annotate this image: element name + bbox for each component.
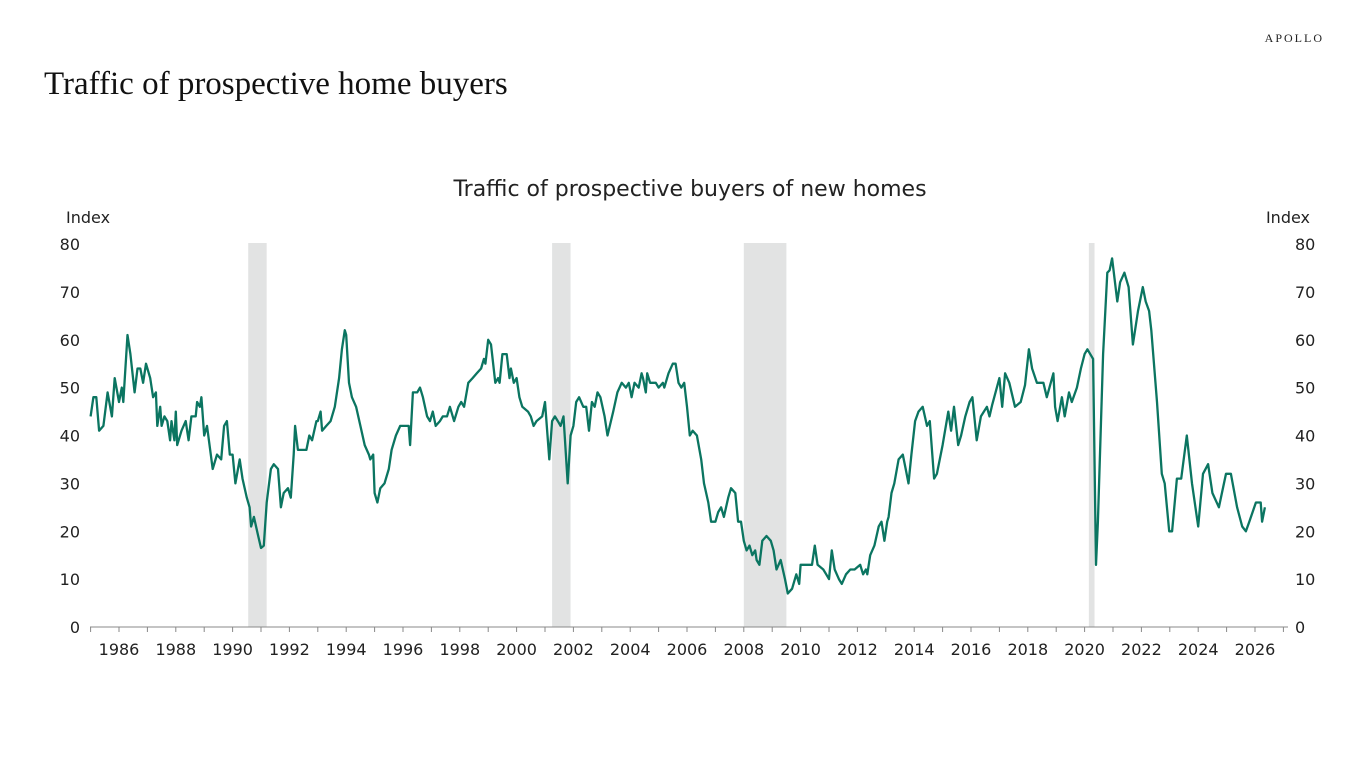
recession-shading: [248, 243, 1095, 627]
x-tick-label: 2016: [951, 640, 992, 659]
x-tick-label: 1998: [439, 640, 480, 659]
x-ticks: 1986 1988 1990 1992 1994 1996 1998 2000 2002 2004…: [90, 627, 1284, 659]
y-tick-label-right: 10: [1295, 570, 1315, 589]
y-tick-label-right: 50: [1295, 379, 1315, 398]
apollo-logo: APOLLO: [1264, 31, 1324, 45]
x-tick-label: 1986: [99, 640, 140, 659]
series-line: [89, 257, 1267, 595]
y-tick-label-left: 80: [60, 235, 80, 254]
x-tick-label: 2002: [553, 640, 594, 659]
x-tick-label: 2024: [1178, 640, 1219, 659]
y-tick-label-left: 0: [70, 618, 80, 637]
x-tick-label: 2008: [723, 640, 764, 659]
x-tick-label: 2020: [1064, 640, 1105, 659]
x-tick-label: 2018: [1007, 640, 1048, 659]
y-tick-label-right: 20: [1295, 522, 1315, 541]
y-tick-label-right: 30: [1295, 474, 1315, 493]
page-title: Traffic of prospective home buyers: [44, 66, 508, 102]
x-tick-label: 2004: [610, 640, 651, 659]
x-tick-label: 2000: [496, 640, 537, 659]
y-tick-label-left: 60: [60, 331, 80, 350]
x-tick-label: 1994: [326, 640, 367, 659]
recession-band: [248, 243, 267, 627]
x-tick-label: 2010: [780, 640, 821, 659]
x-tick-label: 2006: [667, 640, 708, 659]
y-tick-label-right: 70: [1295, 283, 1315, 302]
x-tick-label: 2022: [1121, 640, 1162, 659]
x-tick-label: 2014: [894, 640, 935, 659]
y-tick-label-right: 40: [1295, 427, 1315, 446]
recession-band: [1088, 243, 1095, 627]
chart-title: Traffic of prospective buyers of new hom…: [452, 177, 926, 202]
y-tick-label-right: 0: [1295, 618, 1305, 637]
y-axis-label-left: Index: [66, 208, 110, 227]
y-tick-label-left: 10: [60, 570, 80, 589]
y-axis-label-right: Index: [1266, 208, 1310, 227]
y-tick-label-left: 50: [60, 379, 80, 398]
y-tick-label-left: 70: [60, 283, 80, 302]
x-tick-label: 1990: [212, 640, 253, 659]
y-tick-label-left: 30: [60, 474, 80, 493]
x-tick-label: 1988: [155, 640, 196, 659]
y-ticks: 0 0 10 10 20 20 30 30 40 40 50 50 60 60 70 70 80 80: [60, 235, 1316, 637]
y-tick-label-right: 80: [1295, 235, 1315, 254]
y-tick-label-left: 40: [60, 427, 80, 446]
y-tick-label-right: 60: [1295, 331, 1315, 350]
x-tick-label: 2026: [1235, 640, 1276, 659]
x-tick-label: 1992: [269, 640, 310, 659]
y-tick-label-left: 20: [60, 522, 80, 541]
x-tick-label: 2012: [837, 640, 878, 659]
x-tick-label: 1996: [383, 640, 424, 659]
recession-band: [552, 243, 571, 627]
recession-band: [743, 243, 787, 627]
